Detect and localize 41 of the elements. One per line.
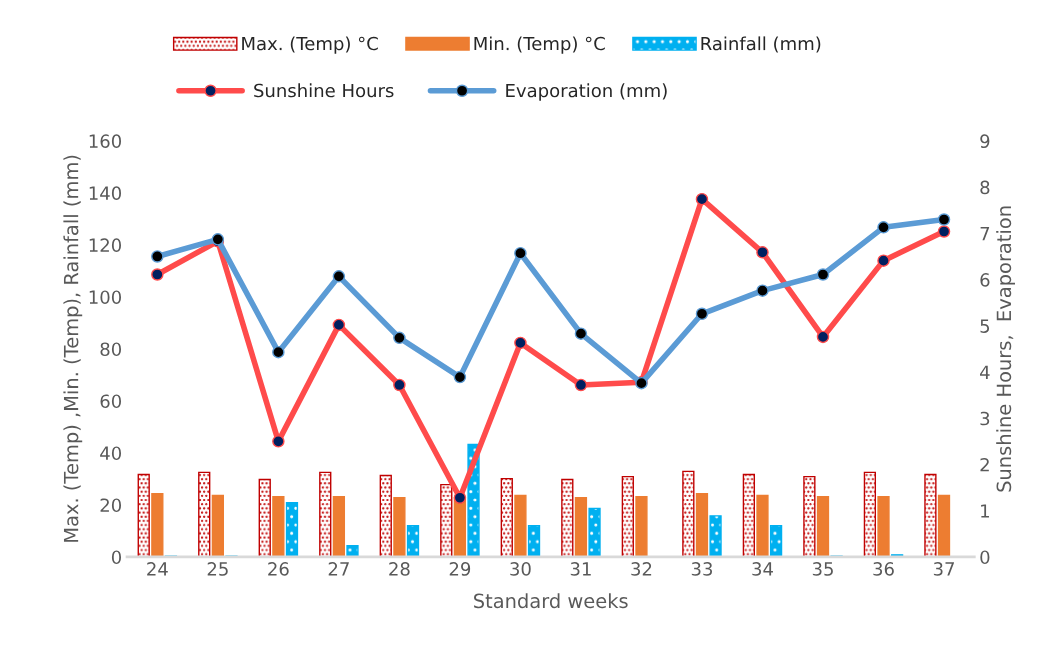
x-tick-label: 36 bbox=[873, 562, 894, 576]
x-tick-label: 34 bbox=[752, 562, 773, 576]
y2-tick-label: 6 bbox=[980, 273, 990, 287]
y2-tick-label: 7 bbox=[980, 227, 990, 241]
y-axis-title: Max. (Temp) ,Min. (Temp), Rainfall (mm) bbox=[63, 155, 83, 542]
x-tick-label: 26 bbox=[268, 562, 289, 576]
x-tick-label: 25 bbox=[207, 562, 228, 576]
y-tick-label: 60 bbox=[100, 394, 122, 409]
x-tick-label: 29 bbox=[449, 562, 471, 576]
x-tick-label: 32 bbox=[631, 562, 652, 576]
x-tick-label: 33 bbox=[691, 562, 713, 576]
y-tick-label: 40 bbox=[100, 446, 122, 461]
legend-label: Max. (Temp) °C bbox=[242, 36, 378, 54]
y-tick-label: 160 bbox=[89, 134, 122, 149]
y2-tick-label: 5 bbox=[980, 319, 990, 333]
x-tick-label: 35 bbox=[812, 562, 833, 576]
y2-tick-label: 8 bbox=[980, 180, 990, 195]
y2-axis-title: Sunshine Hours, Evaporation bbox=[996, 206, 1015, 492]
legend-label: Evaporation (mm) bbox=[506, 83, 667, 101]
legend-label: Rainfall (mm) bbox=[701, 36, 821, 53]
y2-tick-label: 0 bbox=[980, 550, 990, 565]
x-axis-title: Standard weeks bbox=[474, 593, 628, 609]
y-tick-label: 100 bbox=[89, 290, 122, 305]
x-tick-label: 27 bbox=[328, 562, 349, 576]
x-tick-label: 37 bbox=[933, 562, 954, 576]
y2-tick-label: 1 bbox=[981, 504, 989, 518]
y-tick-label: 20 bbox=[100, 498, 122, 513]
y2-tick-label: 4 bbox=[980, 365, 990, 379]
x-tick-label: 31 bbox=[570, 562, 591, 576]
x-tick-label: 28 bbox=[389, 562, 410, 576]
y2-tick-label: 2 bbox=[980, 457, 989, 472]
y-tick-label: 120 bbox=[89, 238, 122, 253]
legend-label: Min. (Temp) °C bbox=[474, 36, 605, 54]
y2-tick-label: 9 bbox=[980, 134, 990, 149]
y-tick-label: 80 bbox=[100, 342, 122, 357]
legend-label: Sunshine Hours bbox=[254, 83, 394, 98]
x-tick-label: 24 bbox=[147, 562, 168, 576]
y2-tick-label: 3 bbox=[980, 411, 990, 426]
y-tick-label: 140 bbox=[89, 186, 122, 201]
x-tick-label: 30 bbox=[510, 562, 531, 576]
y-tick-label: 0 bbox=[111, 550, 122, 565]
